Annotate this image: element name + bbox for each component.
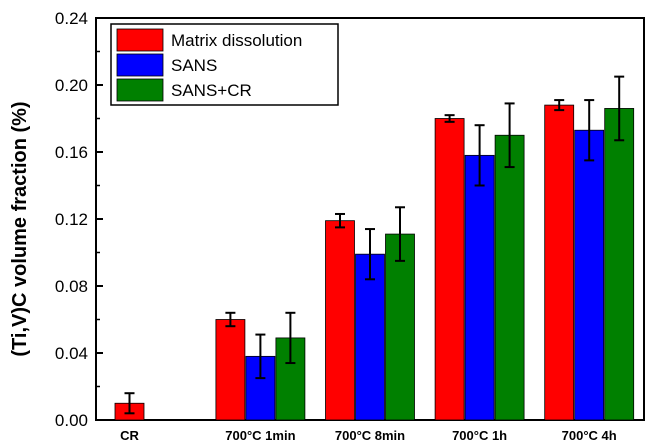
error-bars [124, 75, 625, 415]
bar [434, 118, 465, 421]
legend-label: Matrix dissolution [171, 31, 302, 50]
bar [385, 233, 415, 421]
x-category-label: 700°C 1min [225, 428, 295, 443]
bar [604, 108, 635, 421]
legend-label: SANS [171, 56, 217, 75]
y-tick-label: 0.24 [55, 9, 88, 28]
x-category-label: 700°C 1h [452, 428, 507, 443]
y-tick-label: 0.12 [55, 210, 88, 229]
x-category-label: 700°C 4h [562, 428, 617, 443]
bar [325, 220, 355, 421]
bar [215, 319, 246, 421]
bar [464, 154, 495, 421]
y-tick-label: 0.04 [55, 344, 88, 363]
bar [544, 104, 575, 421]
bar [574, 129, 605, 421]
x-axis-category-labels: CR 700°C 1min 700°C 8min 700°C 1h 700°C 4h [120, 428, 617, 443]
y-tick-label: 0.00 [55, 411, 88, 430]
legend-swatch [116, 78, 164, 102]
x-category-label: CR [120, 428, 139, 443]
legend-label: SANS+CR [171, 81, 252, 100]
x-category-label: 700°C 8min [335, 428, 405, 443]
bar [494, 134, 525, 421]
legend-swatch [116, 53, 164, 77]
legend: Matrix dissolution SANS SANS+CR [110, 23, 339, 106]
legend-swatch [116, 28, 164, 52]
y-tick-label: 0.16 [55, 143, 88, 162]
y-axis-ticks: 0.00 0.04 0.08 0.12 0.16 0.20 0.24 [55, 9, 103, 430]
y-axis-title: (Ti,V)C volume fraction (%) [9, 101, 31, 356]
y-tick-label: 0.20 [55, 76, 88, 95]
bar [355, 253, 385, 421]
bars [114, 104, 635, 421]
y-tick-label: 0.08 [55, 277, 88, 296]
